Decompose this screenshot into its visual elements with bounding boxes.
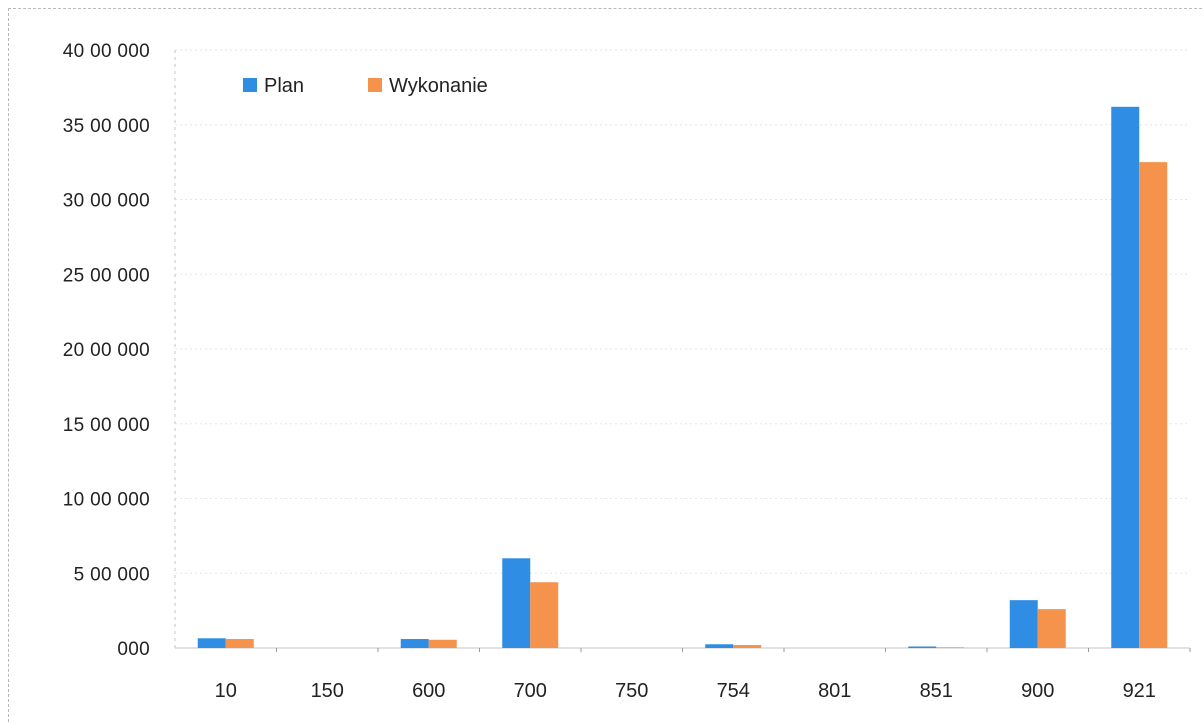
x-tick-label: 150 xyxy=(311,680,344,702)
bar-plan-900 xyxy=(1009,600,1038,648)
x-tick-label: 10 xyxy=(215,680,237,702)
bar-plan-921 xyxy=(1111,106,1140,648)
x-tick-label: 851 xyxy=(920,680,953,702)
chart-frame xyxy=(8,8,1202,722)
bar-plan-10 xyxy=(197,638,226,648)
x-tick-label: 750 xyxy=(615,680,648,702)
legend-label-wykonanie: Wykonanie xyxy=(389,75,488,97)
y-tick-label: 25 00 000 xyxy=(63,265,150,286)
bar-wykonanie-700 xyxy=(530,582,559,648)
bar-wykonanie-754 xyxy=(733,645,762,648)
bar-wykonanie-900 xyxy=(1037,609,1066,648)
bar-plan-851 xyxy=(908,646,937,648)
legend-swatch-wykonanie xyxy=(368,78,382,92)
bar-wykonanie-10 xyxy=(225,639,254,648)
x-tick-label: 921 xyxy=(1123,680,1156,702)
y-axis: 000 5 00 000 10 00 000 15 00 000 20 00 000 25… xyxy=(63,41,176,660)
y-tick-label: 10 00 000 xyxy=(63,490,150,511)
bar-wykonanie-600 xyxy=(428,639,457,648)
x-axis: 10 150 600 700 750 754 801 851 900 921 xyxy=(175,647,1191,702)
x-tick-label: 900 xyxy=(1021,680,1054,702)
legend: Plan Wykonanie xyxy=(243,75,488,97)
y-tick-label: 40 00 000 xyxy=(63,41,150,62)
y-tick-label: 20 00 000 xyxy=(63,340,150,361)
legend-swatch-plan xyxy=(243,78,257,92)
bar-wykonanie-851 xyxy=(936,647,965,648)
x-tick-label: 700 xyxy=(514,680,547,702)
y-tick-label: 15 00 000 xyxy=(63,415,150,436)
gridlines xyxy=(175,49,1190,574)
bar-plan-700 xyxy=(502,558,531,648)
x-tick-label: 801 xyxy=(818,680,851,702)
legend-label-plan: Plan xyxy=(264,75,304,97)
bar-plan-600 xyxy=(400,639,429,648)
x-tick-label: 754 xyxy=(717,680,750,702)
y-tick-label: 5 00 000 xyxy=(74,564,150,585)
y-tick-label: 000 xyxy=(117,639,150,660)
bar-wykonanie-921 xyxy=(1139,162,1168,648)
bar-plan-754 xyxy=(705,644,734,648)
y-tick-label: 35 00 000 xyxy=(63,116,150,137)
y-tick-label: 30 00 000 xyxy=(63,191,150,212)
x-tick-label: 600 xyxy=(412,680,445,702)
bars xyxy=(197,106,1168,648)
